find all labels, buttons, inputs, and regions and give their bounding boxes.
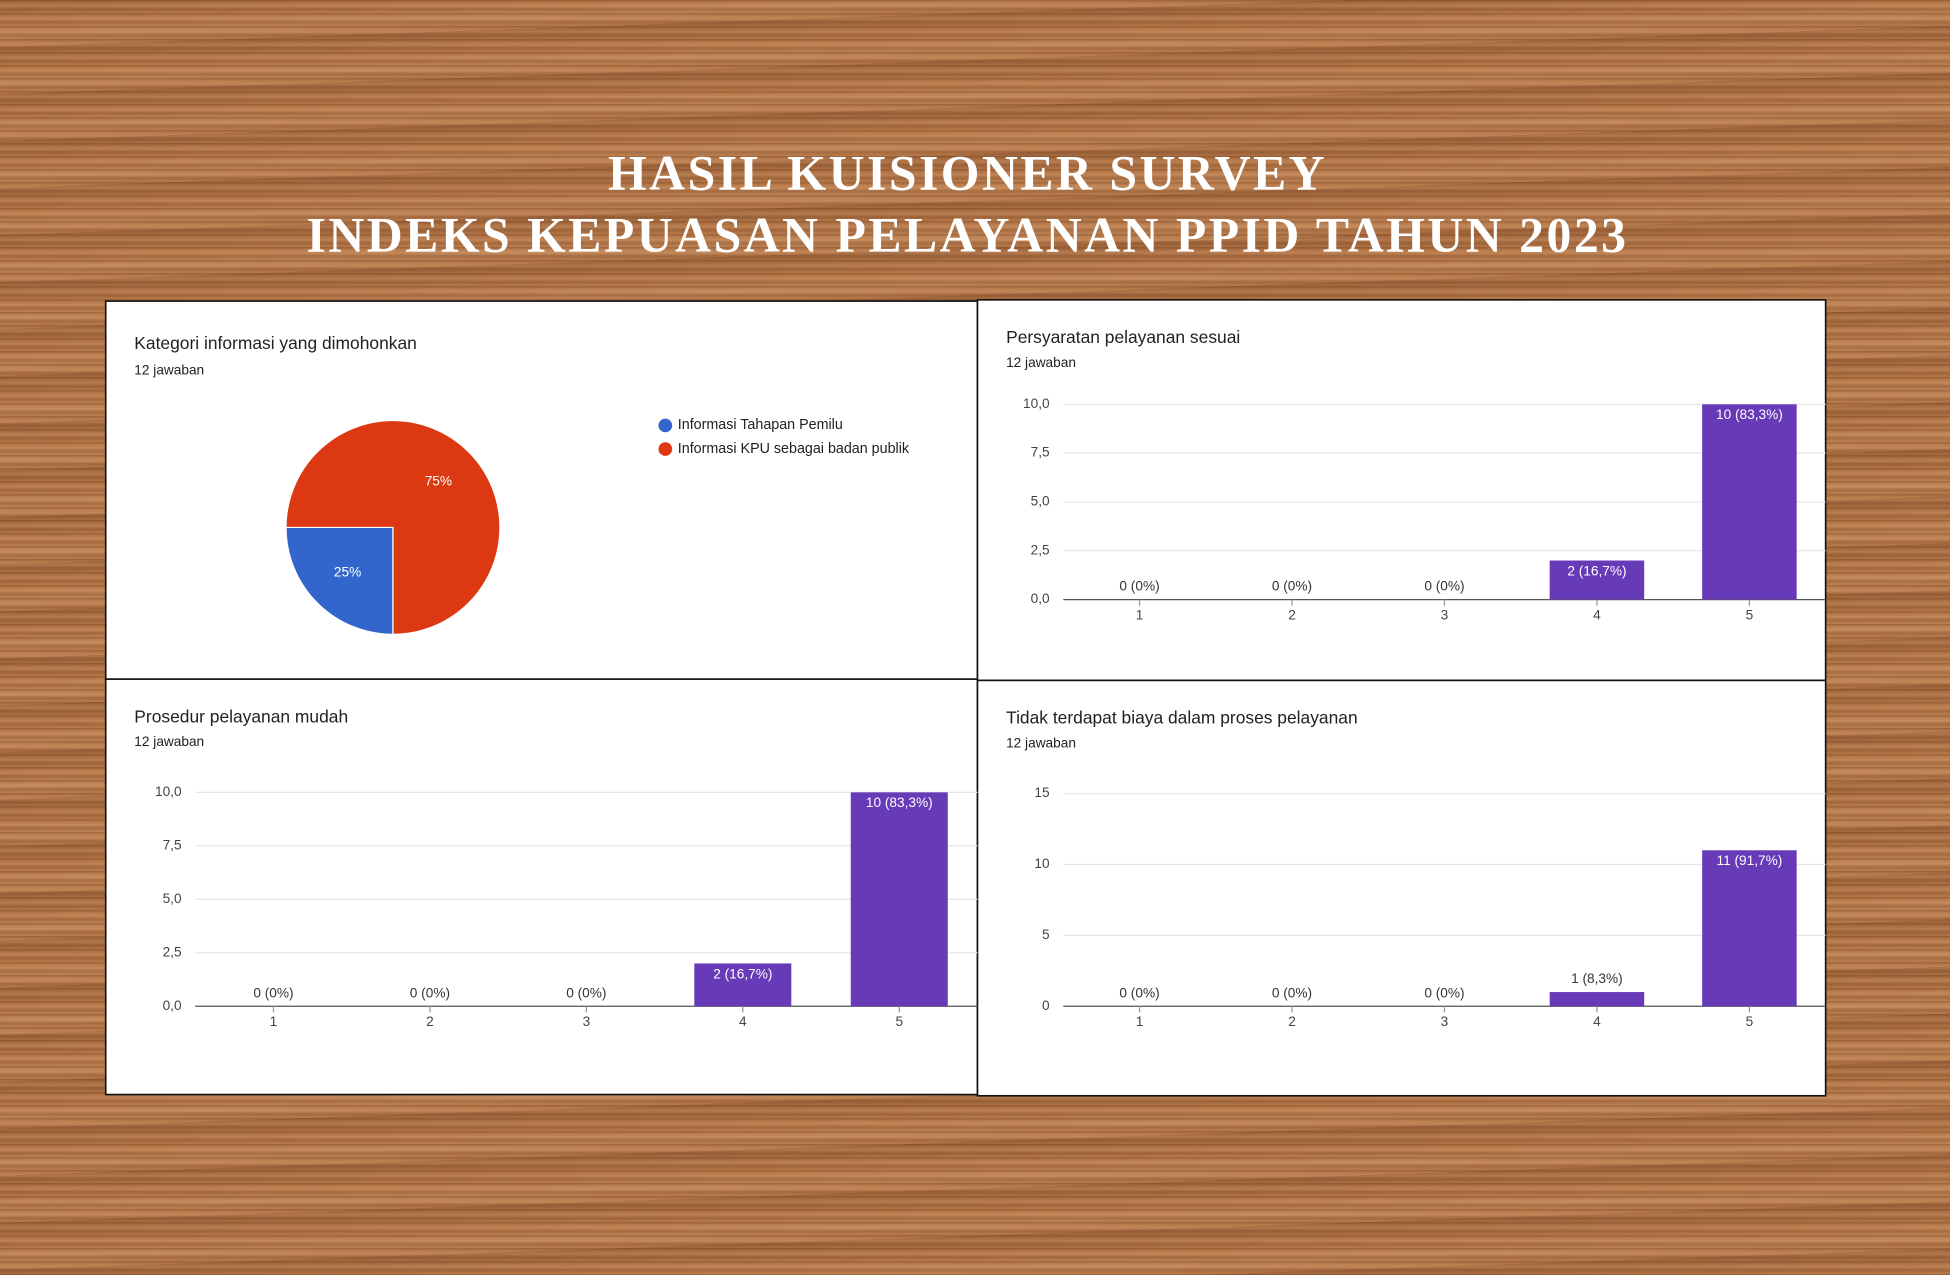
x-tick-label: 2 — [426, 1014, 434, 1029]
pie-slice — [285, 526, 394, 636]
panel-subtitle: 12 jawaban — [1006, 355, 1076, 370]
panel-subtitle: 12 jawaban — [134, 734, 204, 749]
y-tick-label: 0,0 — [1031, 591, 1050, 606]
value-label: 0 (0%) — [1119, 579, 1159, 594]
x-tick-label: 5 — [895, 1014, 903, 1029]
bar — [694, 963, 792, 1007]
y-tick-label: 5 — [1042, 927, 1050, 942]
bar — [1549, 992, 1645, 1007]
legend-marker — [658, 418, 673, 433]
bar — [1549, 560, 1645, 600]
x-tick-label: 5 — [1746, 607, 1754, 622]
value-label: 10 (83,3%) — [866, 795, 933, 810]
slice-label: 75% — [425, 474, 452, 489]
panel-title: Tidak terdapat biaya dalam proses pelaya… — [1006, 708, 1358, 728]
x-tick-label: 4 — [1593, 1014, 1601, 1029]
bar — [1702, 404, 1797, 600]
y-tick-label: 10,0 — [155, 784, 182, 799]
y-tick-label: 5,0 — [1031, 494, 1050, 509]
value-label: 1 (8,3%) — [1571, 971, 1623, 986]
legend-marker — [658, 442, 673, 456]
x-tick-label: 3 — [1441, 1014, 1449, 1029]
y-tick-label: 2,5 — [1031, 542, 1050, 557]
panel — [976, 679, 1827, 1097]
panel — [976, 299, 1827, 682]
page-title: HASIL KUISIONER SURVEY — [608, 145, 1327, 200]
value-label: 0 (0%) — [566, 985, 606, 1000]
y-tick-label: 10,0 — [1023, 396, 1050, 411]
x-tick-label: 2 — [1288, 607, 1296, 622]
panel-title: Persyaratan pelayanan sesuai — [1006, 327, 1240, 347]
y-tick-label: 2,5 — [163, 944, 182, 959]
pie-slice — [285, 419, 501, 636]
x-tick-label: 5 — [1746, 1014, 1754, 1029]
x-tick-label: 1 — [1136, 607, 1144, 622]
y-tick-label: 15 — [1034, 785, 1050, 800]
y-tick-label: 0,0 — [163, 998, 182, 1013]
panel-title: Prosedur pelayanan mudah — [134, 706, 348, 726]
value-label: 0 (0%) — [1424, 985, 1464, 1000]
value-label: 0 (0%) — [410, 985, 450, 1000]
value-label: 0 (0%) — [1424, 579, 1464, 594]
y-tick-label: 7,5 — [1031, 445, 1050, 460]
value-label: 0 (0%) — [1272, 579, 1312, 594]
panel-subtitle: 12 jawaban — [134, 362, 204, 377]
value-label: 0 (0%) — [253, 985, 293, 1000]
page-title: INDEKS KEPUASAN PELAYANAN PPID TAHUN 202… — [307, 208, 1629, 263]
x-tick-label: 3 — [583, 1014, 591, 1029]
value-label: 2 (16,7%) — [1567, 563, 1626, 578]
y-tick-label: 10 — [1034, 856, 1050, 871]
value-label: 2 (16,7%) — [713, 966, 772, 981]
x-tick-label: 4 — [1593, 607, 1601, 622]
x-tick-label: 1 — [270, 1014, 278, 1029]
y-tick-label: 7,5 — [163, 837, 182, 852]
panel — [104, 300, 979, 680]
panel-subtitle: 12 jawaban — [1006, 735, 1076, 750]
value-label: 11 (91,7%) — [1717, 853, 1783, 868]
x-tick-label: 3 — [1441, 607, 1449, 622]
x-tick-label: 4 — [739, 1014, 747, 1029]
value-label: 0 (0%) — [1119, 985, 1159, 1000]
y-tick-label: 0 — [1042, 998, 1050, 1013]
legend-label: Informasi Tahapan Pemilu — [678, 417, 843, 433]
value-label: 10 (83,3%) — [1716, 407, 1783, 422]
bar — [1702, 850, 1797, 1007]
bar — [850, 792, 948, 1007]
value-label: 0 (0%) — [1272, 985, 1312, 1000]
panel-title: Kategori informasi yang dimohonkan — [134, 333, 417, 353]
panel — [104, 678, 979, 1096]
x-tick-label: 1 — [1136, 1014, 1144, 1029]
x-tick-label: 2 — [1288, 1014, 1296, 1029]
legend-label: Informasi KPU sebagai badan publik — [678, 441, 910, 457]
y-tick-label: 5,0 — [163, 891, 182, 906]
slice-label: 25% — [334, 564, 361, 579]
